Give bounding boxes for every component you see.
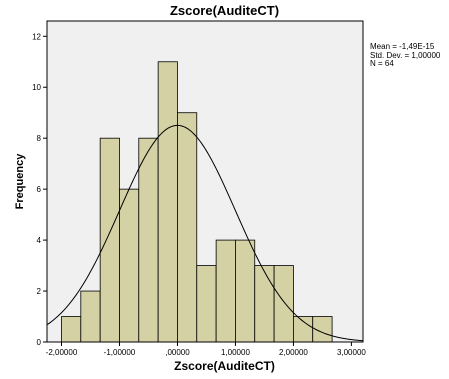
histogram-bar	[138, 137, 159, 343]
histogram-bar	[157, 61, 178, 343]
histogram-bar	[273, 265, 294, 343]
histogram-bar	[99, 137, 120, 343]
y-tick-label: 4	[37, 236, 42, 245]
plot-frame	[46, 20, 364, 343]
normal-curve	[46, 124, 364, 342]
histogram-bar	[119, 188, 140, 343]
x-tick-label: 3,00000	[337, 348, 366, 357]
y-tick-label: 6	[37, 185, 42, 194]
histogram-bar	[177, 112, 198, 343]
x-tick-label: -2,00000	[46, 348, 78, 357]
stat-std-dev: Std. Dev. = 1,00000	[370, 50, 441, 60]
histogram-bar	[235, 239, 256, 343]
histogram-bar	[61, 316, 82, 343]
histogram-bar	[215, 239, 236, 343]
histogram-bar	[196, 265, 217, 343]
y-tick-label: 8	[37, 134, 42, 143]
histogram-bar	[254, 265, 275, 343]
stats-box: Mean = -1,49E-15 Std. Dev. = 1,00000 N =…	[370, 42, 441, 69]
y-tick-label: 10	[32, 83, 41, 92]
x-tick-label: 2,00000	[279, 348, 308, 357]
histogram-bar	[80, 290, 101, 343]
x-tick-label: -1,00000	[104, 348, 136, 357]
histogram-bar	[293, 316, 314, 343]
stat-n: N = 64	[370, 59, 394, 68]
y-axis-label: Frequency	[14, 153, 26, 210]
stat-mean: Mean = -1,49E-15	[370, 42, 435, 51]
x-tick-label: 1,00000	[221, 348, 250, 357]
chart-title: Zscore(AuditeCT)	[169, 3, 280, 18]
y-tick-label: 2	[37, 287, 42, 296]
y-tick-label: 12	[32, 32, 41, 41]
x-tick-label: ,00000	[165, 348, 190, 357]
y-tick-label: 0	[37, 338, 42, 347]
x-axis-label: Zscore(AuditeCT)	[174, 359, 275, 373]
